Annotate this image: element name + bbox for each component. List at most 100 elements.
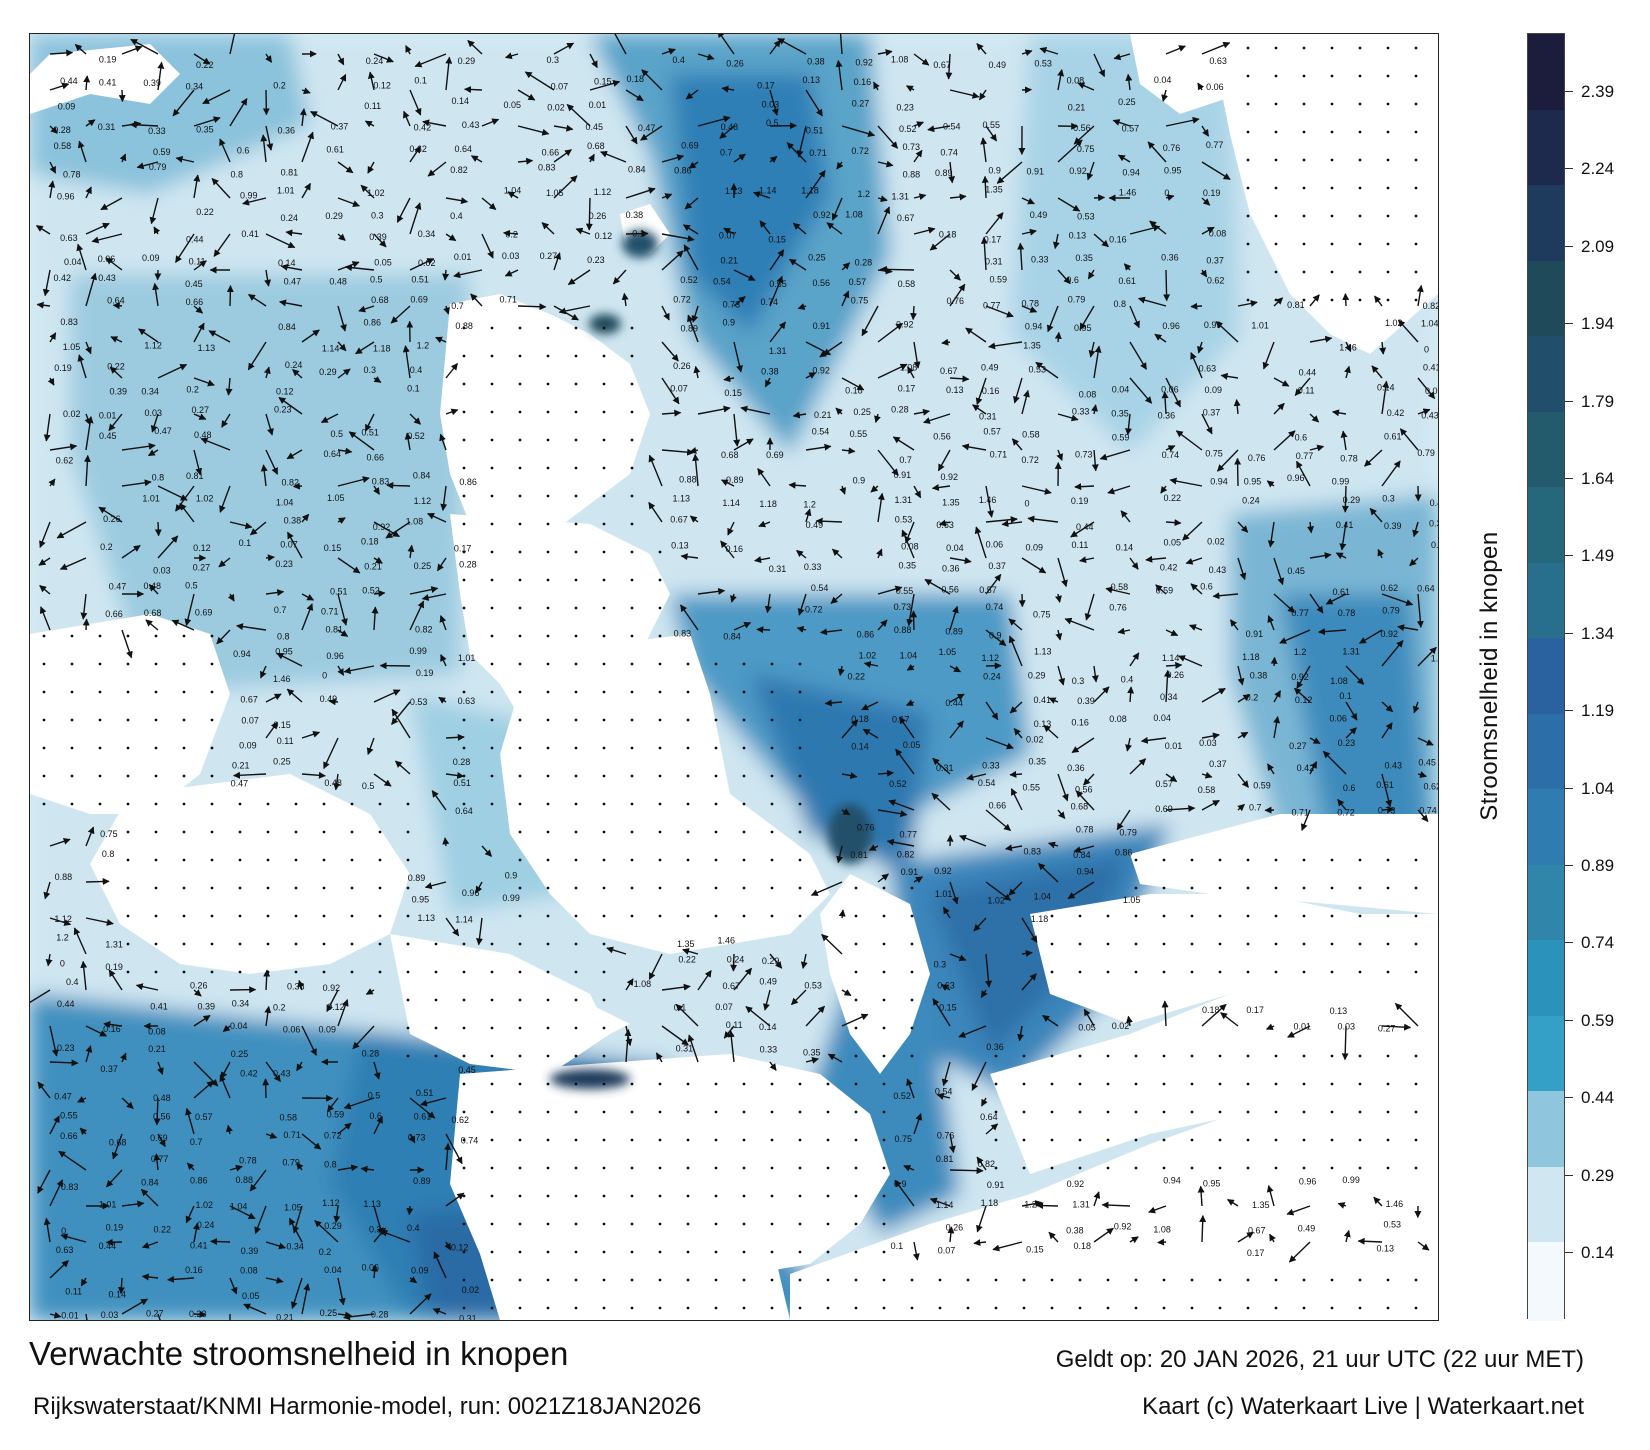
current-arrow [553, 252, 562, 271]
current-arrow [1344, 341, 1352, 353]
land-grid-dot [1358, 214, 1362, 218]
land-grid-dot [574, 774, 578, 778]
current-arrow [988, 341, 1023, 350]
speed-value-label: 0.39 [143, 78, 161, 88]
speed-value-label: 0.21 [814, 410, 832, 420]
map-canvas: 0.190.22 0.24 0.29 0.3 0.4 0.26 0.38 0.92 1.080.… [30, 34, 1438, 1320]
speed-value-label: 0.55 [769, 279, 787, 289]
current-arrow [949, 693, 965, 703]
speed-value-label: 0.59 [1156, 585, 1174, 595]
current-arrow [1175, 430, 1203, 451]
speed-value-label: 0.31 [769, 564, 787, 574]
speed-value-label: 0.75 [1033, 609, 1051, 619]
land-grid-dot [462, 606, 466, 610]
land-grid-dot [210, 830, 214, 834]
current-arrow [981, 175, 989, 199]
current-arrow [470, 293, 483, 307]
speed-value-label: 1.35 [1023, 341, 1041, 351]
current-arrow [688, 161, 699, 169]
current-arrow [345, 264, 375, 272]
current-arrow [1093, 686, 1110, 703]
land-grid-dot [882, 1250, 886, 1254]
land-grid-dot [1190, 914, 1194, 918]
current-arrow [949, 953, 967, 962]
speed-value-label: 1.08 [634, 979, 652, 989]
current-arrow [966, 773, 987, 781]
speed-value-label: 0.24 [983, 671, 1001, 681]
speed-value-label: 0.13 [1069, 230, 1087, 240]
speed-value-label: 0.21 [276, 1312, 294, 1320]
land-grid-dot [462, 354, 466, 358]
current-arrow [367, 71, 375, 91]
land-grid-dot [322, 830, 326, 834]
current-arrow [697, 115, 731, 127]
land-grid-dot [686, 1166, 690, 1170]
current-arrow [1039, 47, 1059, 55]
land-grid-dot [1218, 1082, 1222, 1086]
land-grid-dot [574, 1082, 578, 1086]
land-grid-dot [602, 1138, 606, 1142]
land-grid-dot [630, 1278, 634, 1282]
speed-value-label: 0.82 [897, 850, 915, 860]
land-grid-dot [350, 914, 354, 918]
current-arrow [149, 197, 159, 225]
speed-value-label: 1.46 [1119, 187, 1137, 197]
current-arrow [366, 737, 375, 756]
speed-value-label: 0.28 [891, 404, 909, 414]
land-grid-dot [1134, 1166, 1138, 1170]
current-arrow [606, 946, 627, 955]
land-grid-dot [658, 578, 662, 582]
current-arrow [661, 409, 682, 417]
current-arrow [373, 556, 383, 564]
land-grid-dot [1246, 1054, 1250, 1058]
land-grid-dot [1134, 1306, 1138, 1310]
speed-value-label: 0.53 [804, 980, 822, 990]
current-speed-map[interactable]: 0.19 0.22 0.24 0.29 0.3 0.4 0.26 0.38 0.92 1.08 0.… [29, 33, 1439, 1321]
current-arrow [130, 38, 159, 55]
land-grid-dot [1078, 1306, 1082, 1310]
land-grid-dot [770, 746, 774, 750]
speed-value-label: 0.11 [277, 736, 294, 746]
current-arrow [443, 305, 450, 315]
current-arrow [575, 227, 591, 235]
speed-value-label: 0.17 [1246, 1005, 1264, 1015]
current-arrow [229, 1277, 238, 1295]
current-arrow [1237, 521, 1249, 533]
valid-time-label: Geldt op: 20 JAN 2026, 21 uur UTC (22 uu… [1055, 1346, 1584, 1373]
colorbar-segment [1528, 185, 1564, 264]
land-grid-dot [490, 1250, 494, 1254]
speed-value-label: 1.12 [322, 1198, 340, 1208]
current-arrow [905, 699, 915, 706]
current-arrow [1237, 694, 1251, 703]
current-arrow [723, 227, 735, 235]
current-arrow [409, 600, 425, 631]
current-arrow [157, 1313, 161, 1320]
speed-value-label: 0.15 [724, 388, 742, 398]
current-arrow [985, 953, 992, 988]
land-grid-dot [994, 1166, 998, 1170]
speed-value-label: 0.2 [100, 542, 113, 552]
speed-value-label: 0.45 [458, 1065, 476, 1075]
speed-value-label: 0.88 [235, 1175, 253, 1185]
land-grid-dot [826, 1082, 830, 1086]
current-arrow [76, 243, 87, 271]
land-grid-dot [630, 1222, 634, 1226]
speed-value-label: 0.03 [144, 408, 162, 418]
current-arrow [1178, 655, 1203, 667]
land-grid-dot [1330, 1054, 1334, 1058]
speed-value-label: 0.71 [809, 148, 827, 158]
land-grid-dot [602, 354, 606, 358]
current-arrow [1148, 1205, 1167, 1214]
current-arrow [733, 438, 754, 451]
land-grid-dot [658, 1138, 662, 1142]
land-grid-dot [658, 746, 662, 750]
speed-value-label: 0.7 [190, 1137, 203, 1147]
current-arrow [391, 701, 411, 725]
current-arrow [1339, 521, 1347, 551]
speed-value-label: 0.42 [1297, 763, 1315, 773]
land-grid-dot [742, 1222, 746, 1226]
current-arrow [326, 1097, 339, 1113]
speed-value-label: 1.12 [982, 653, 1000, 663]
land-grid-dot [1274, 158, 1278, 162]
land-grid-dot [854, 1166, 858, 1170]
